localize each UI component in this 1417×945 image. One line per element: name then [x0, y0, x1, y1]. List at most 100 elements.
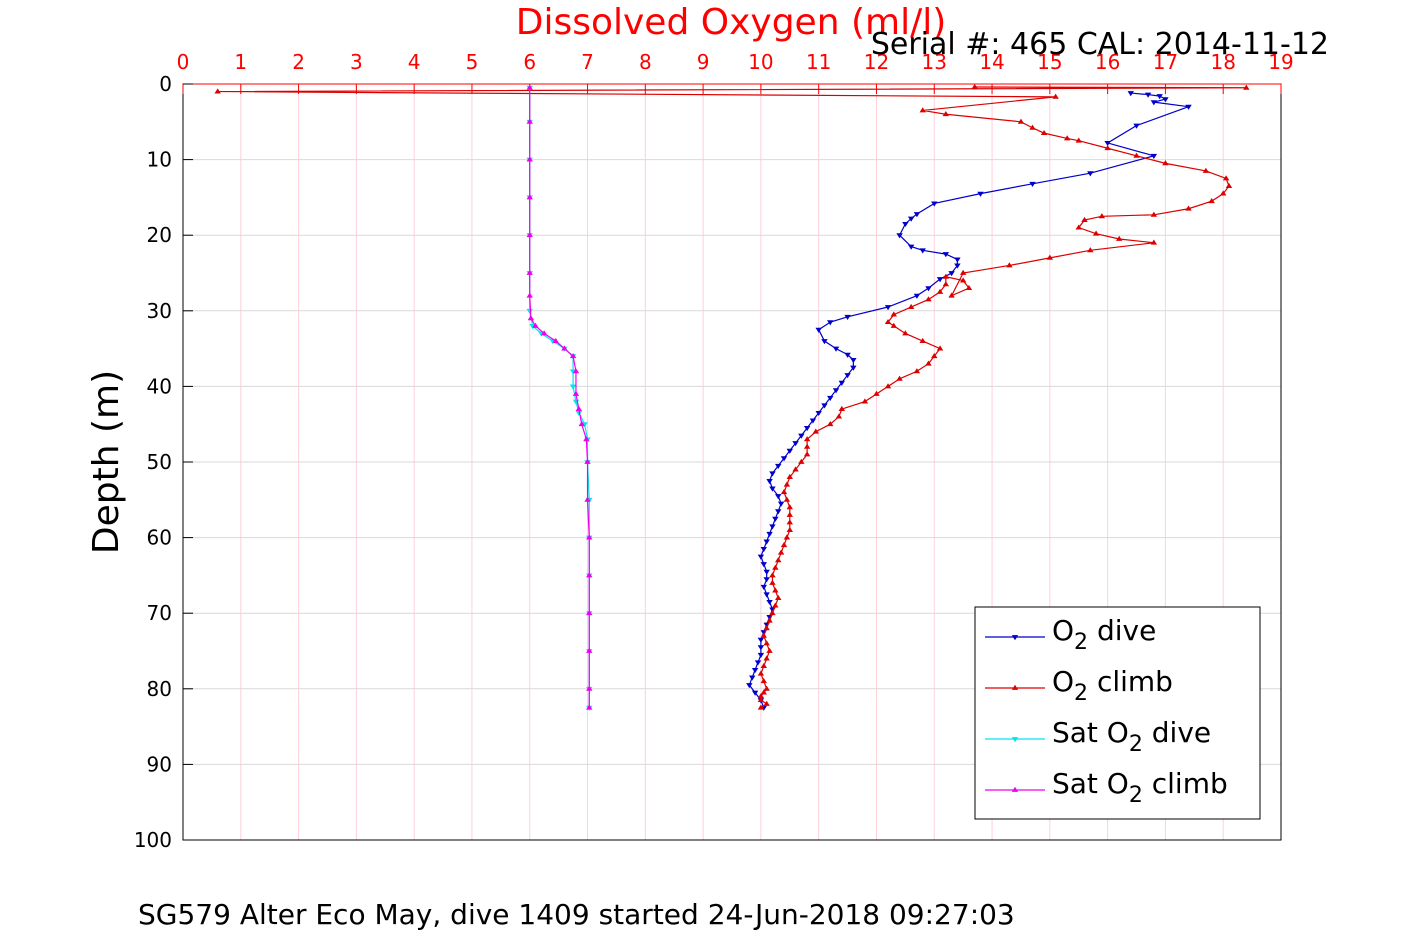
data-point-o2-dive-72: [757, 652, 765, 658]
data-point-o2-dive-21: [954, 263, 961, 269]
data-point-o2-climb-9: [763, 655, 770, 661]
series-line-sat-o2-dive: [529, 87, 590, 708]
legend: O2 dive O2 climb Sat O2 dive Sat O2 climb: [974, 606, 1261, 820]
data-point-o2-climb-60: [942, 273, 950, 279]
data-point-o2-climb-26: [786, 526, 793, 532]
data-point-o2-climb-69: [1115, 235, 1123, 241]
legend-swatch-marker: [1011, 737, 1019, 743]
series-sat-o2-dive: [526, 85, 593, 711]
data-point-sat-o2-climb-0: [586, 704, 593, 710]
data-point-o2-dive-28: [827, 320, 834, 326]
data-point-o2-climb-82: [1133, 152, 1140, 158]
data-point-o2-climb-53: [890, 322, 898, 328]
data-point-o2-dive-40: [815, 410, 822, 417]
data-point-sat-o2-climb-10: [575, 405, 583, 411]
data-point-o2-dive-22: [948, 271, 955, 277]
data-point-o2-climb-83: [1104, 145, 1111, 151]
series-line-sat-o2-climb: [529, 87, 590, 708]
data-point-sat-o2-climb-16: [540, 330, 548, 336]
data-point-o2-climb-68: [1150, 239, 1158, 245]
data-point-o2-dive-38: [827, 395, 834, 401]
data-point-o2-climb-33: [786, 473, 793, 480]
data-point-sat-o2-climb-12: [572, 368, 580, 374]
data-point-o2-climb-63: [948, 292, 955, 298]
data-point-o2-dive-31: [832, 346, 840, 352]
data-point-o2-dive-19: [942, 252, 950, 258]
y-axis: 0 10 20 30 40 50 60 70 80 90 100: [134, 72, 193, 852]
data-point-o2-climb-14: [766, 617, 773, 623]
data-point-o2-dive-15: [902, 221, 909, 228]
data-point-o2-climb-93: [1243, 84, 1250, 90]
data-point-o2-dive-53: [775, 509, 782, 515]
data-point-o2-dive-35: [844, 373, 851, 379]
data-point-o2-climb-87: [1029, 124, 1036, 130]
data-point-o2-dive-27: [844, 314, 851, 321]
data-point-o2-climb-10: [766, 647, 773, 653]
data-point-o2-climb-34: [792, 466, 799, 472]
data-point-o2-dive-64: [763, 592, 770, 598]
data-point-o2-climb-32: [783, 481, 791, 487]
data-point-o2-dive-36: [838, 380, 845, 386]
data-point-o2-dive-42: [803, 426, 811, 432]
legend-label: Sat O2 dive: [1052, 716, 1211, 757]
data-point-sat-o2-climb-20: [526, 269, 533, 275]
data-point-o2-dive-24: [925, 286, 932, 292]
x-tick-label-12: 12: [864, 50, 889, 74]
data-point-o2-dive-44: [792, 441, 799, 447]
data-point-o2-climb-94: [971, 83, 978, 89]
data-point-o2-climb-16: [772, 602, 779, 608]
y-tick-label-7: 70: [147, 601, 172, 625]
data-point-o2-climb-50: [936, 345, 944, 351]
data-point-sat-o2-climb-24: [526, 118, 533, 124]
y-tick-label-0: 0: [159, 72, 172, 96]
chart-title: Dissolved Oxygen (ml/l): [516, 2, 947, 43]
data-point-o2-dive-46: [780, 456, 788, 462]
data-point-o2-dive-8: [1150, 153, 1158, 160]
data-point-o2-dive-1: [1144, 92, 1152, 98]
data-point-o2-climb-92: [214, 88, 221, 94]
data-point-o2-climb-41: [835, 413, 843, 419]
data-point-o2-dive-14: [907, 216, 915, 222]
data-point-o2-climb-5: [763, 685, 770, 691]
data-point-o2-climb-11: [763, 640, 770, 646]
data-point-o2-dive-45: [786, 448, 793, 454]
data-point-o2-dive-18: [919, 248, 926, 254]
data-point-o2-dive-75: [749, 675, 756, 681]
data-point-o2-dive-74: [751, 667, 759, 674]
data-point-sat-o2-dive-15: [575, 410, 583, 417]
data-point-o2-dive-58: [760, 547, 767, 553]
x-tick-label-19: 19: [1268, 50, 1293, 74]
data-point-o2-dive-55: [769, 524, 776, 530]
data-point-o2-climb-39: [812, 428, 819, 434]
x-tick-label-13: 13: [922, 50, 947, 74]
data-point-o2-dive-54: [772, 516, 779, 522]
serial-cal-label: Serial #: 465 CAL: 2014-11-12: [870, 27, 1329, 62]
data-point-o2-climb-35: [798, 458, 805, 464]
legend-entry-sat-o2-climb: Sat O2 climb: [985, 767, 1228, 808]
data-point-o2-climb-23: [777, 549, 785, 555]
data-point-o2-climb-61: [959, 277, 967, 283]
data-point-o2-climb-71: [1075, 224, 1082, 230]
x-tick-label-5: 5: [466, 50, 479, 74]
data-point-o2-dive-70: [757, 637, 765, 643]
data-point-o2-climb-24: [780, 541, 788, 548]
data-point-o2-climb-44: [873, 390, 880, 396]
data-point-o2-climb-37: [803, 443, 811, 449]
data-point-o2-dive-61: [763, 569, 770, 575]
data-point-o2-climb-62: [965, 284, 973, 291]
data-point-o2-climb-30: [783, 496, 791, 502]
data-point-o2-climb-84: [1075, 137, 1082, 143]
data-point-o2-climb-70: [1092, 230, 1100, 236]
x-tick-label-16: 16: [1095, 50, 1120, 74]
data-point-o2-climb-21: [772, 564, 779, 570]
data-point-o2-climb-54: [884, 318, 892, 325]
data-point-o2-dive-33: [850, 358, 857, 364]
data-point-o2-climb-52: [902, 330, 909, 336]
data-point-o2-dive-16: [896, 233, 903, 239]
data-point-sat-o2-climb-11: [572, 390, 580, 396]
data-point-o2-climb-88: [1017, 118, 1025, 124]
data-point-o2-climb-72: [1081, 216, 1088, 222]
data-point-o2-dive-12: [931, 201, 938, 207]
data-point-o2-climb-36: [803, 451, 811, 457]
